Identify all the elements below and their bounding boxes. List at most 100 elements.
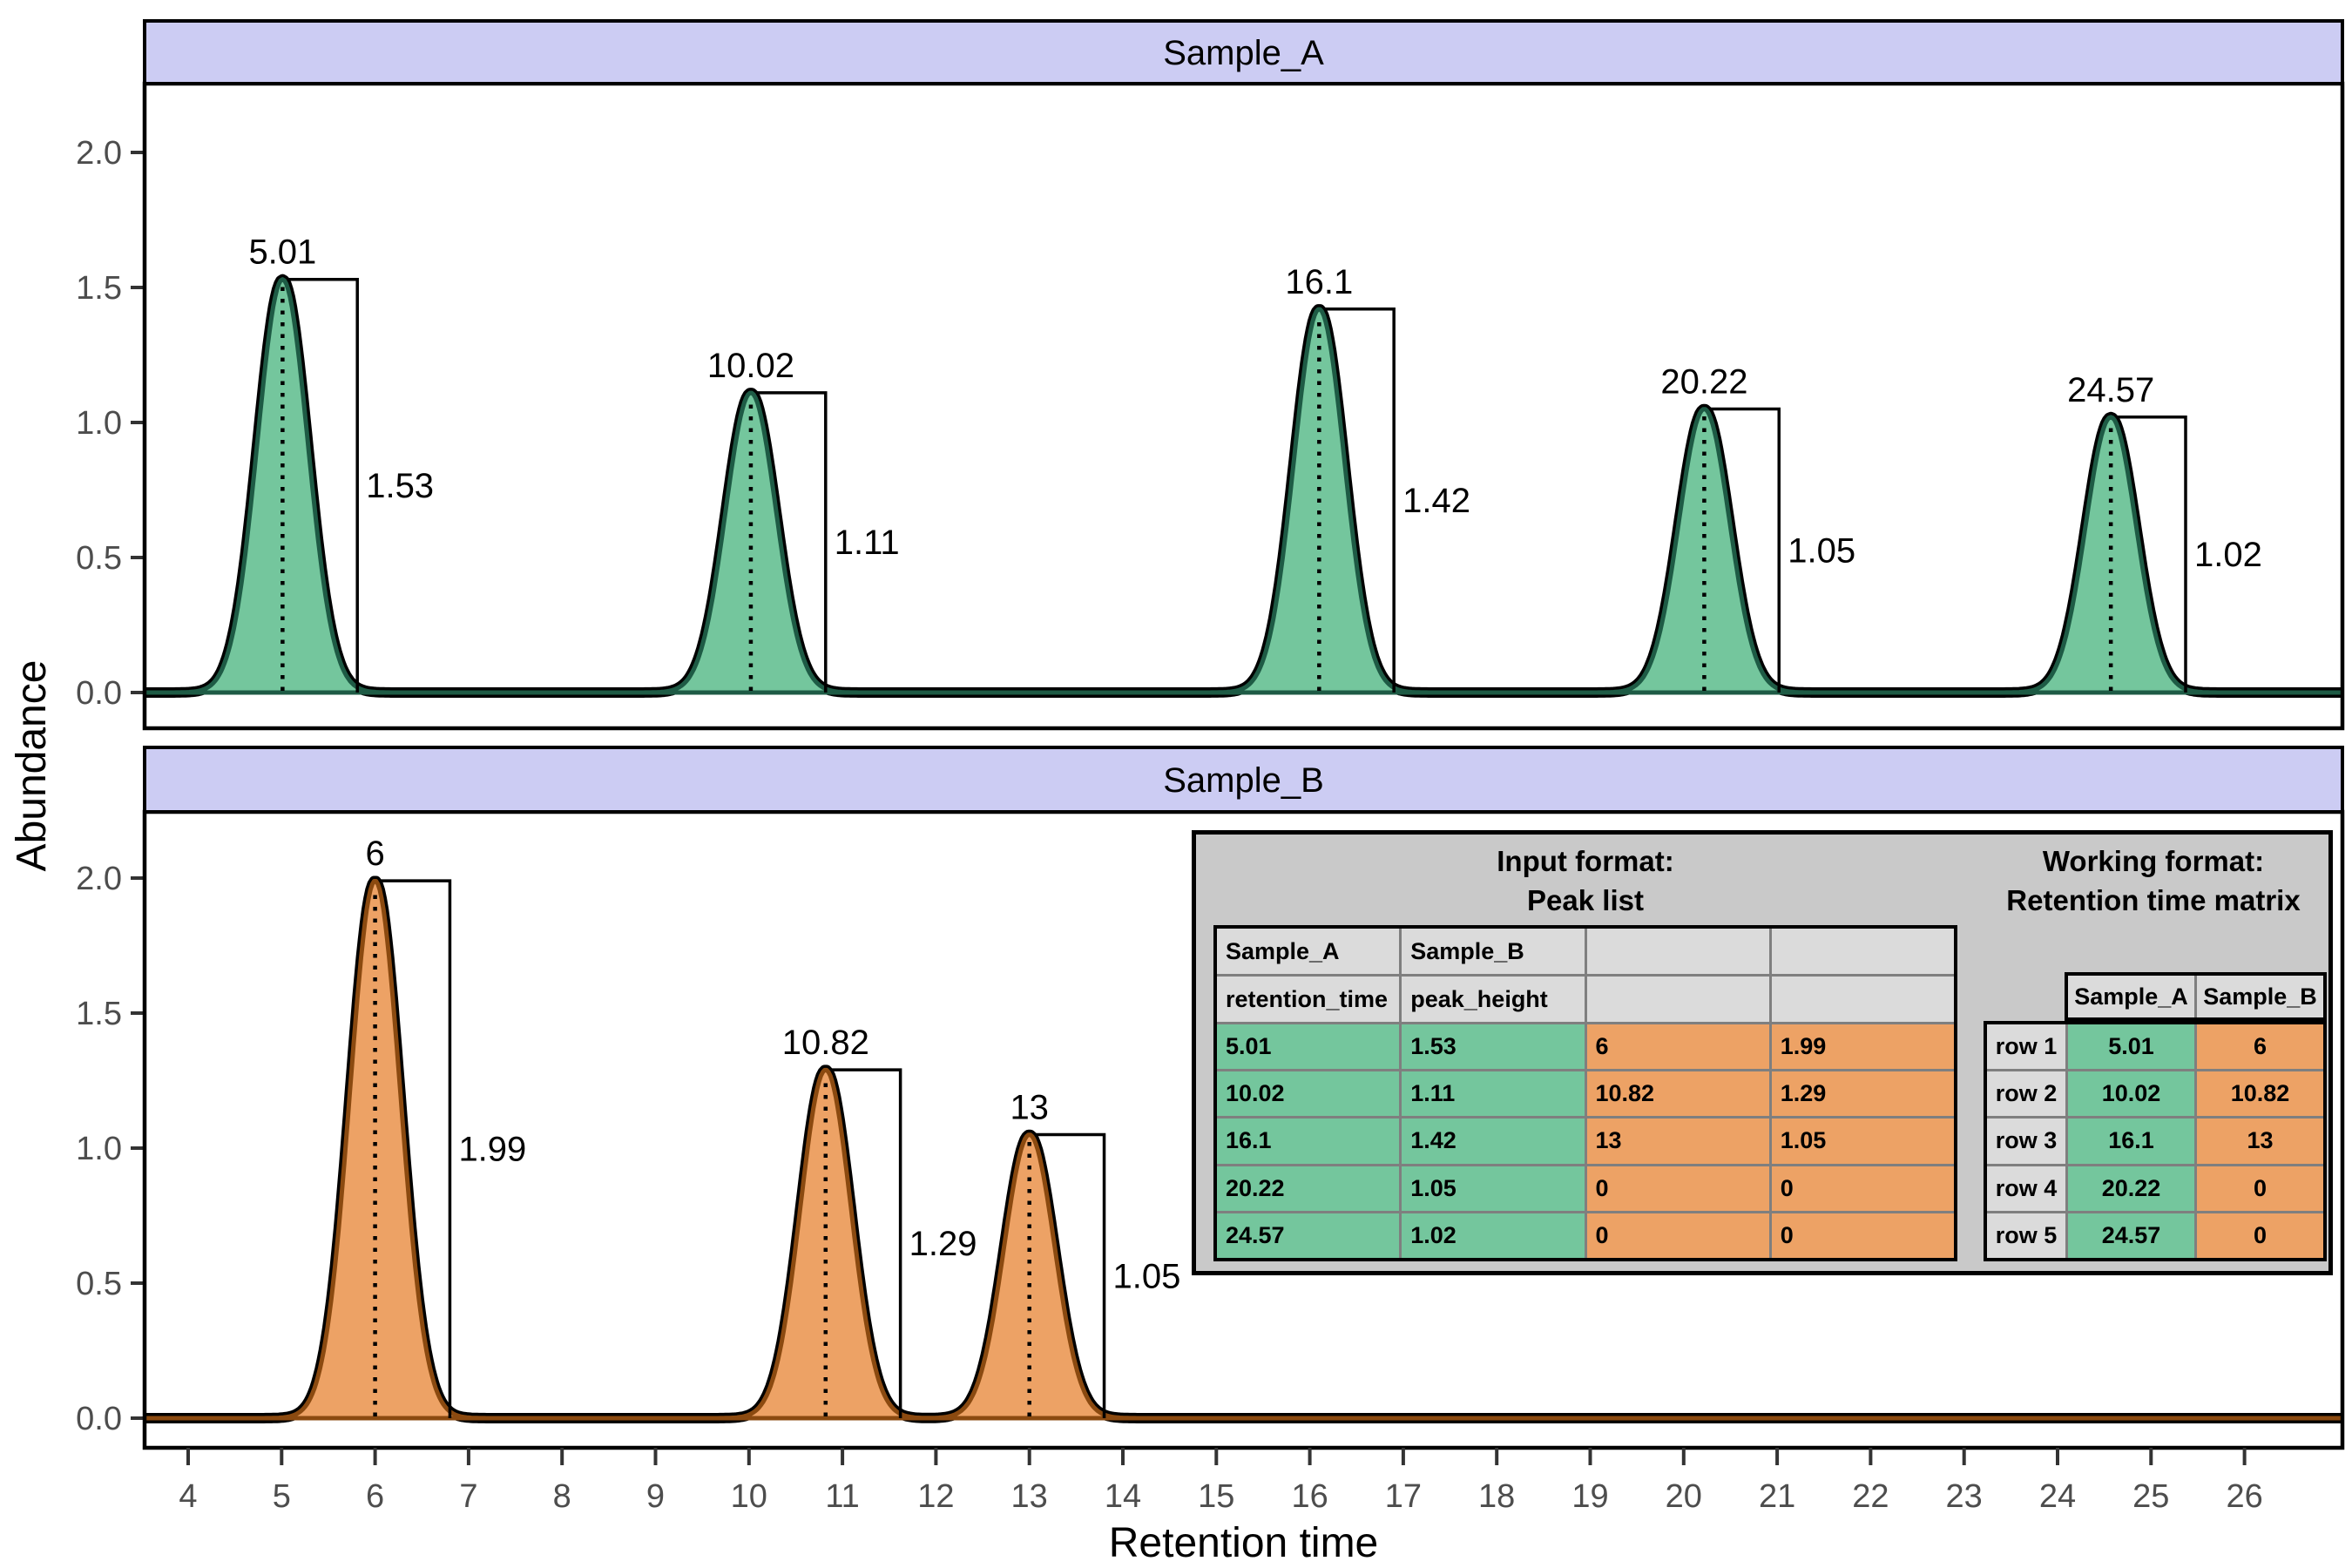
- y-tick-label: 1.5: [76, 996, 122, 1032]
- x-tick-label: 19: [1571, 1478, 1608, 1515]
- peak-list-cell: 0: [1586, 1213, 1769, 1258]
- matrix-cell: 0: [2197, 1213, 2323, 1258]
- y-tick-label: 0.5: [76, 1266, 122, 1302]
- matrix-cell: 6: [2197, 1024, 2323, 1070]
- peak-list-cell: 10.82: [1586, 1071, 1769, 1117]
- x-axis-title: Retention time: [1109, 1520, 1379, 1566]
- matrix-cell: 10.82: [2197, 1071, 2323, 1117]
- peak-list-cell: 0: [1586, 1166, 1769, 1211]
- peak-list-title: Input format: Peak list: [1213, 841, 1957, 920]
- matrix-row-label: row 3: [1987, 1119, 2065, 1164]
- y-tick-label: 0.5: [76, 540, 122, 577]
- peak-list-header-cell: [1586, 977, 1769, 1022]
- matrix-header-cell: Sample_A: [2068, 976, 2194, 1017]
- panel-border: [142, 81, 2345, 731]
- peak-list-cell: 1.05: [1771, 1119, 1954, 1164]
- x-tick-label: 23: [1946, 1478, 1983, 1515]
- matrix-cell: 0: [2197, 1166, 2323, 1211]
- peak-list-cell: 16.1: [1217, 1119, 1400, 1164]
- peak-height-label: 1.53: [366, 467, 434, 505]
- matrix-table-header: Sample_A Sample_B: [2065, 972, 2327, 1021]
- peak-list-cell: 0: [1771, 1166, 1954, 1211]
- matrix-cell: 24.57: [2068, 1213, 2194, 1258]
- peak-list-cell: 24.57: [1217, 1213, 1400, 1258]
- matrix-cell: 10.02: [2068, 1071, 2194, 1117]
- facet-strip-label: Sample_B: [1163, 761, 1324, 800]
- x-tick-label: 4: [179, 1478, 197, 1515]
- x-tick-label: 21: [1759, 1478, 1795, 1515]
- peak-height-label: 1.05: [1113, 1257, 1181, 1295]
- peak-list-cell: 13: [1586, 1119, 1769, 1164]
- peak-list-table: Sample_A Sample_B retention_time peak_heigh…: [1213, 925, 1957, 1261]
- peak-list-cell: 1.99: [1771, 1024, 1954, 1070]
- x-tick-label: 5: [273, 1478, 291, 1515]
- x-tick-label: 6: [366, 1478, 384, 1515]
- peak-rt-label: 5.01: [248, 233, 316, 272]
- peak-rt-label: 10.02: [707, 347, 794, 385]
- x-axis: 4 5 6 7 8 9 10 11 12 13 14 15 16 17 18 19 20 21 22 23 24 25 26…: [179, 1448, 2263, 1566]
- format-tables-inset: Input format: Peak list Working format: …: [1192, 830, 2333, 1275]
- x-tick-label: 18: [1478, 1478, 1515, 1515]
- peak-rt-label: 13: [1010, 1089, 1049, 1127]
- peak-list-cell: 6: [1586, 1024, 1769, 1070]
- x-tick-label: 17: [1385, 1478, 1422, 1515]
- signal-outline: [145, 274, 2342, 698]
- peak-height-label: 1.29: [909, 1225, 977, 1263]
- y-tick-label: 0.0: [76, 675, 122, 712]
- matrix-row-label: row 1: [1987, 1024, 2065, 1070]
- peak-list-title-line1: Input format:: [1497, 845, 1674, 877]
- y-axis-title: Abundance: [9, 660, 55, 872]
- matrix-row-label: row 5: [1987, 1213, 2065, 1258]
- peak-list-title-line2: Peak list: [1527, 884, 1644, 916]
- x-tick-label: 22: [1852, 1478, 1889, 1515]
- peak-height-bracket: [287, 277, 359, 693]
- peak-height-label: 1.42: [1402, 482, 1470, 520]
- peak-list-header-cell: peak_height: [1402, 977, 1585, 1022]
- facet-Sample_A: 5.01 1.53 10.02 1.11 16.1 1.42 20.22 1.05 24.57 1…: [76, 19, 2345, 731]
- peak-list-cell: 1.05: [1402, 1166, 1585, 1211]
- matrix-title-line1: Working format:: [2042, 845, 2265, 877]
- peak-list-cell: 1.29: [1771, 1071, 1954, 1117]
- peak-height-bracket: [2116, 416, 2187, 693]
- x-tick-label: 11: [825, 1478, 859, 1515]
- x-tick-label: 20: [1666, 1478, 1702, 1515]
- matrix-title-line2: Retention time matrix: [2006, 884, 2301, 916]
- peak-height-label: 1.11: [835, 524, 900, 562]
- matrix-table-body: row 1 5.01 6 row 2 10.02 10.82 row 3 16.1 13 row …: [1984, 1021, 2327, 1261]
- y-tick-label: 1.0: [76, 1131, 122, 1167]
- peak-height-bracket: [1709, 407, 1781, 693]
- y-tick-label: 0.0: [76, 1401, 122, 1437]
- peak-list-header-cell: Sample_B: [1402, 929, 1585, 974]
- peak-list-header-cell: retention_time: [1217, 977, 1400, 1022]
- peak-rt-label: 10.82: [782, 1024, 869, 1062]
- x-tick-label: 25: [2132, 1478, 2169, 1515]
- peak-height-bracket: [755, 391, 828, 693]
- peak-height-bracket: [830, 1068, 902, 1418]
- peak-height-bracket: [380, 879, 452, 1418]
- y-tick-label: 2.0: [76, 135, 122, 172]
- matrix-cell: 5.01: [2068, 1024, 2194, 1070]
- peak-rt-label: 16.1: [1285, 263, 1353, 301]
- peak-list-cell: 20.22: [1217, 1166, 1400, 1211]
- signal-area: [145, 277, 2342, 695]
- peak-rt-label: 20.22: [1660, 363, 1747, 402]
- x-tick-label: 15: [1198, 1478, 1234, 1515]
- x-tick-label: 13: [1011, 1478, 1048, 1515]
- x-tick-label: 16: [1291, 1478, 1328, 1515]
- peak-list-header-cell: [1771, 977, 1954, 1022]
- peak-list-cell: 1.02: [1402, 1213, 1585, 1258]
- x-tick-label: 12: [917, 1478, 954, 1515]
- peak-height-label: 1.99: [458, 1131, 526, 1169]
- matrix-cell: 20.22: [2068, 1166, 2194, 1211]
- peak-list-header-cell: [1586, 929, 1769, 974]
- y-tick-label: 1.5: [76, 270, 122, 307]
- facet-strip: [143, 19, 2344, 85]
- y-tick-label: 2.0: [76, 861, 122, 897]
- peak-rt-label: 6: [365, 835, 384, 873]
- peak-height-label: 1.05: [1788, 531, 1855, 570]
- peak-list-cell: 10.02: [1217, 1071, 1400, 1117]
- x-tick-label: 26: [2226, 1478, 2262, 1515]
- matrix-cell: 16.1: [2068, 1119, 2194, 1164]
